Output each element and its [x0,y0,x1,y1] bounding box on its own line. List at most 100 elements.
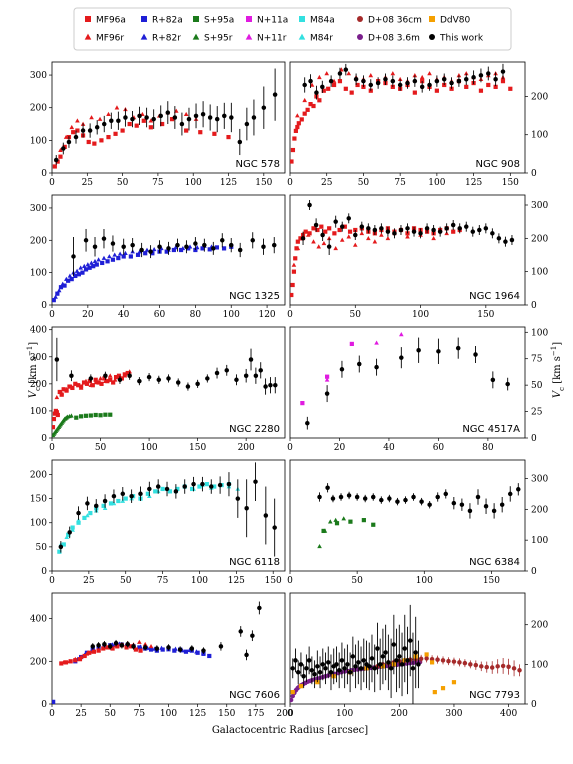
data-point [366,664,372,669]
data-point [483,226,489,231]
x-tick-label: 0 [287,709,293,719]
y-tick-label: 300 [30,204,47,214]
data-point [117,251,123,256]
y-tick-label: 75 [531,355,543,365]
data-point [116,118,121,124]
x-tick-label: 100 [140,443,157,453]
data-point [61,387,66,392]
data-point [357,361,362,367]
data-point [61,659,66,665]
y-tick-label: 200 [531,621,548,631]
data-point [263,384,268,389]
data-point [435,657,440,662]
data-point [412,78,418,84]
data-point [96,647,101,652]
data-point [69,384,74,389]
data-point [66,532,71,537]
data-point [148,249,153,254]
data-point [392,231,397,236]
data-point [166,645,171,650]
data-point [320,84,325,90]
x-tick-label: 0 [49,310,55,320]
y-tick-label: 0 [531,567,537,577]
data-point [305,107,310,112]
data-point [183,649,189,654]
y-tick-label: 200 [30,470,47,480]
legend-label: N+11a [257,16,288,26]
data-point [368,82,374,88]
data-point [248,357,254,362]
data-point [187,647,192,653]
legend-frame [73,7,512,51]
x-tick-label: 0 [49,443,55,453]
data-point [87,265,92,270]
data-point [108,501,114,506]
data-point [108,377,113,382]
data-point [419,74,425,80]
data-point [437,229,443,234]
legend: MF96a R+82a S+95a N+11a M84a D+08 36cm DdV80 MF… [73,7,512,51]
y-tick-label: 200 [30,104,47,114]
data-point [464,224,469,229]
panel-label: NGC 4517A [462,424,520,435]
panel-frame [51,61,286,174]
data-point [387,496,392,501]
x-tick-label: 25 [83,576,95,586]
data-point [314,90,319,95]
data-point [142,641,148,647]
data-point [353,664,358,669]
data-point [483,504,489,509]
data-point [411,660,416,666]
legend-marker-d-08-36cm [357,16,363,22]
data-point [431,235,436,241]
data-point [193,113,199,119]
data-point [110,257,116,262]
series-this-work [305,337,510,430]
y-tick-label: 150 [30,495,47,505]
data-point [446,658,451,664]
data-point [473,662,479,668]
data-point [459,502,465,507]
data-point [394,658,399,663]
data-point [250,633,255,638]
data-point [110,241,116,246]
data-point [424,226,430,231]
data-point [177,647,183,652]
data-point [84,651,90,656]
data-point [238,629,243,634]
data-point [307,202,312,208]
x-tick-label: 200 [391,709,408,719]
data-point [290,159,294,164]
data-point [261,244,266,250]
panel-frame [51,194,286,306]
data-point [52,425,56,430]
panel-frame [51,459,286,572]
data-point [155,484,161,489]
data-point [83,267,89,272]
legend-marker-ddv80 [429,16,435,22]
data-point [356,660,361,665]
data-point [122,373,128,378]
series-this-work [290,604,421,704]
y-tick-label: 300 [531,201,548,211]
data-point [81,263,87,268]
x-tick-label: 50 [120,576,132,586]
data-point [141,118,146,123]
data-point [148,118,154,123]
panel-frame [289,61,526,174]
legend-label: This work [439,34,484,44]
legend-label: MF96a [96,16,126,26]
data-point [290,690,295,695]
data-point [83,238,89,243]
data-point [101,503,106,508]
data-point [198,130,203,135]
data-point [74,268,80,273]
data-point [169,117,175,122]
panel-frame [289,592,526,705]
data-point [200,481,205,487]
data-point [54,394,60,400]
data-point [385,229,391,234]
data-point [293,256,298,261]
data-point [343,86,348,91]
data-point [69,413,74,418]
